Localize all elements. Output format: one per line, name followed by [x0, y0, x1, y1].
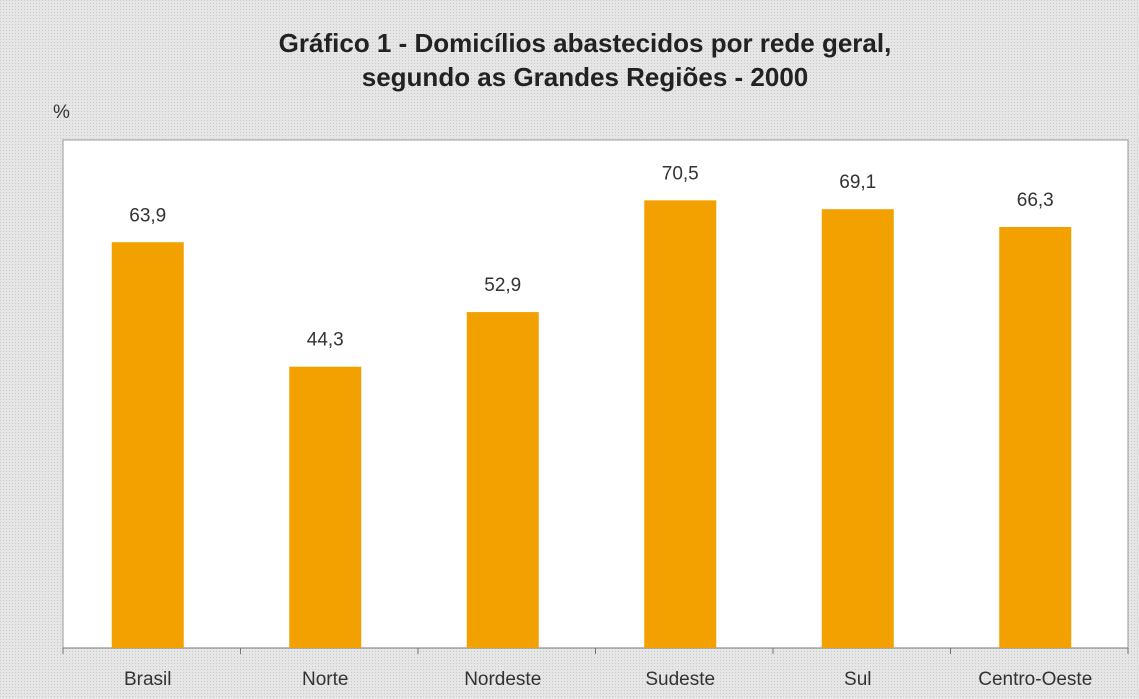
x-tick-label: Brasil: [124, 669, 172, 690]
x-tick-label: Sudeste: [645, 669, 715, 690]
plot-area: [62, 139, 1129, 649]
data-label: 44,3: [307, 330, 344, 351]
x-tick-label: Centro-Oeste: [978, 669, 1092, 690]
data-label: 63,9: [129, 205, 166, 226]
data-label: 70,5: [662, 163, 699, 184]
chart-title: Gráfico 1 - Domicílios abastecidos por r…: [279, 28, 892, 58]
data-label: 52,9: [484, 275, 521, 296]
bar: [644, 200, 717, 648]
bar: [111, 242, 184, 649]
x-tick-label: Nordeste: [464, 669, 541, 690]
bar: [999, 226, 1072, 648]
chart-subtitle: segundo as Grandes Regiões - 2000: [362, 62, 809, 92]
bar: [466, 312, 539, 648]
bar: [821, 209, 894, 648]
data-label: 66,3: [1017, 190, 1054, 211]
bar: [289, 366, 362, 648]
x-tick-label: Norte: [302, 669, 348, 690]
x-tick-label: Sul: [844, 669, 871, 690]
y-axis-label: %: [53, 102, 70, 123]
data-label: 69,1: [839, 172, 876, 193]
